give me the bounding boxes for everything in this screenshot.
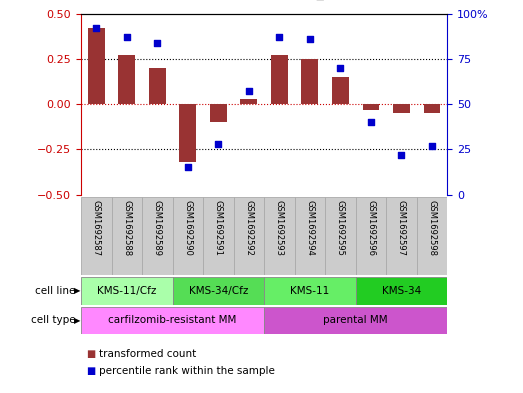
Bar [81,277,173,305]
Bar [210,104,227,122]
Text: ▶: ▶ [74,316,81,325]
Point [122,34,131,40]
Text: percentile rank within the sample: percentile rank within the sample [99,366,275,376]
Bar [301,59,319,104]
Bar [111,196,142,275]
Text: GSM1692592: GSM1692592 [244,200,253,255]
Text: transformed count: transformed count [99,349,197,359]
Point [184,164,192,171]
Text: GSM1692593: GSM1692593 [275,200,284,255]
Text: GSM1692596: GSM1692596 [367,200,376,255]
Bar [332,77,349,104]
Point [245,88,253,95]
Bar [417,196,447,275]
Text: GSM1692590: GSM1692590 [184,200,192,255]
Text: ▶: ▶ [74,286,81,295]
Bar [386,196,417,275]
Bar [241,99,257,104]
Text: parental MM: parental MM [323,315,388,325]
Bar [356,196,386,275]
Point [397,152,406,158]
Bar [81,196,111,275]
Text: GSM1692588: GSM1692588 [122,200,131,256]
Bar [81,307,264,334]
Bar [264,196,294,275]
Text: KMS-34: KMS-34 [382,286,421,296]
Point [428,143,436,149]
Point [336,65,345,71]
Text: KMS-11/Cfz: KMS-11/Cfz [97,286,156,296]
Text: GSM1692595: GSM1692595 [336,200,345,255]
Text: cell type: cell type [31,315,76,325]
Bar [118,55,135,104]
Text: GSM1692591: GSM1692591 [214,200,223,255]
Text: ■: ■ [86,366,96,376]
Bar [356,277,447,305]
Bar [173,277,264,305]
Text: KMS-11: KMS-11 [290,286,329,296]
Bar [264,307,447,334]
Point [367,119,375,125]
Bar [393,104,410,113]
Bar [424,104,440,113]
Point [153,40,162,46]
Text: cell line: cell line [36,286,76,296]
Bar [88,28,105,104]
Point [214,141,222,147]
Bar [203,196,234,275]
Point [92,25,100,31]
Bar [362,104,379,110]
Text: GSM1692587: GSM1692587 [92,200,101,256]
Text: GSM1692598: GSM1692598 [427,200,436,255]
Bar [173,196,203,275]
Bar [271,55,288,104]
Bar [149,68,166,104]
Bar [325,196,356,275]
Text: KMS-34/Cfz: KMS-34/Cfz [189,286,248,296]
Text: ■: ■ [86,349,96,359]
Text: GSM1692589: GSM1692589 [153,200,162,255]
Bar [264,277,356,305]
Bar [142,196,173,275]
Bar [234,196,264,275]
Point [305,36,314,42]
Point [275,34,283,40]
Bar [179,104,196,162]
Text: GSM1692594: GSM1692594 [305,200,314,255]
Text: GSM1692597: GSM1692597 [397,200,406,255]
Text: carfilzomib-resistant MM: carfilzomib-resistant MM [108,315,237,325]
Bar [294,196,325,275]
